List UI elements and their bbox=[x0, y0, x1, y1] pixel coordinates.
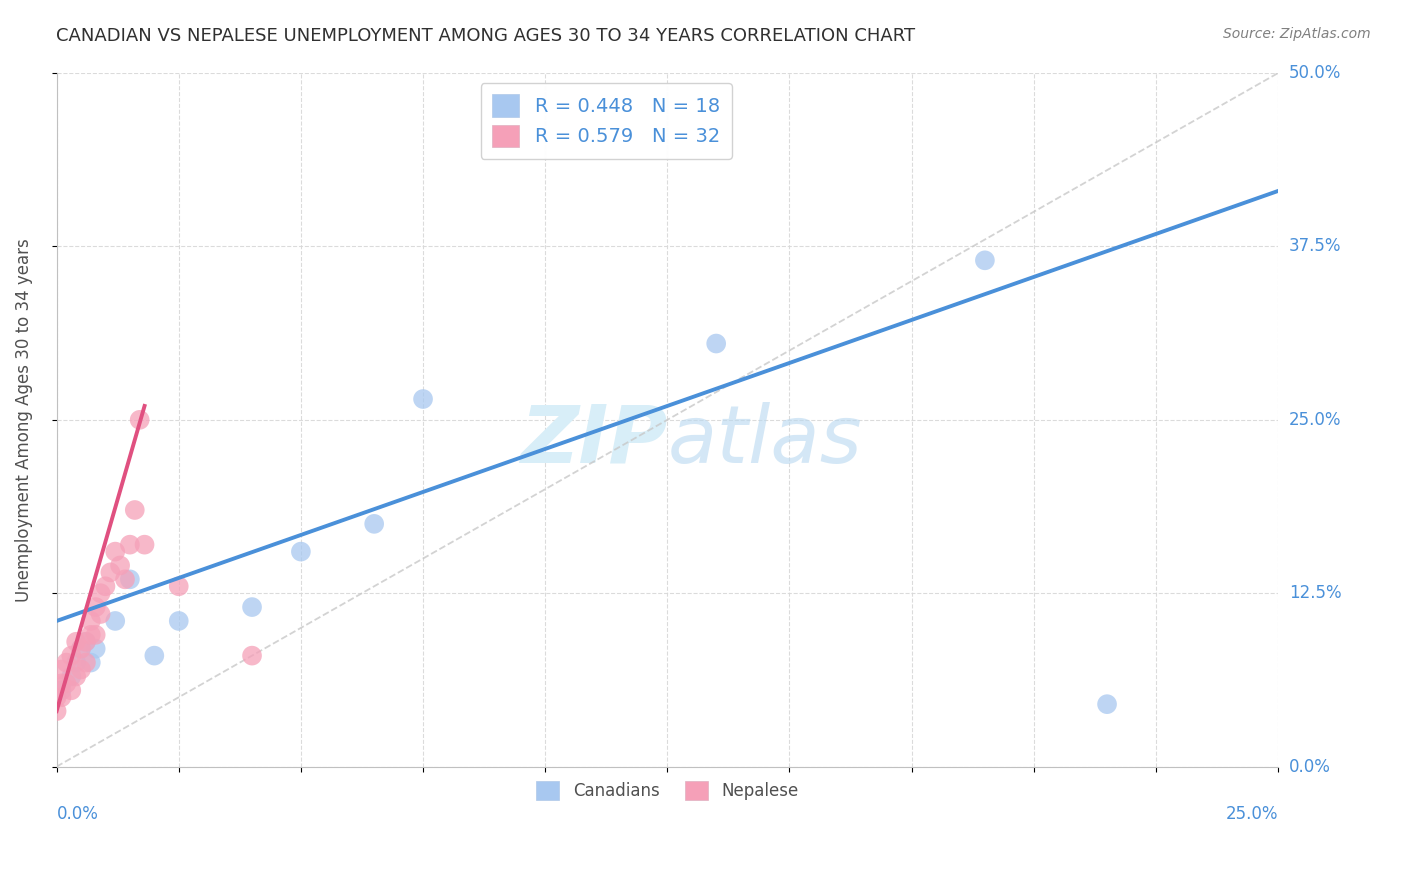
Text: 12.5%: 12.5% bbox=[1289, 584, 1341, 602]
Point bbox=[108, 558, 131, 573]
Point bbox=[240, 600, 263, 615]
Text: CANADIAN VS NEPALESE UNEMPLOYMENT AMONG AGES 30 TO 34 YEARS CORRELATION CHART: CANADIAN VS NEPALESE UNEMPLOYMENT AMONG … bbox=[56, 27, 915, 45]
Point bbox=[90, 607, 112, 621]
Text: 50.0%: 50.0% bbox=[1289, 64, 1341, 82]
Text: 0.0%: 0.0% bbox=[56, 805, 98, 823]
Point bbox=[84, 600, 107, 615]
Text: 25.0%: 25.0% bbox=[1226, 805, 1278, 823]
Point bbox=[51, 663, 73, 677]
Point bbox=[98, 566, 121, 580]
Point bbox=[134, 538, 156, 552]
Point bbox=[94, 579, 117, 593]
Point bbox=[60, 683, 83, 698]
Point bbox=[60, 669, 83, 683]
Point bbox=[80, 614, 103, 628]
Point bbox=[114, 572, 136, 586]
Point bbox=[45, 690, 67, 705]
Point bbox=[65, 634, 87, 648]
Point bbox=[70, 641, 93, 656]
Point bbox=[84, 641, 107, 656]
Point bbox=[75, 634, 97, 648]
Point bbox=[84, 628, 107, 642]
Point bbox=[70, 663, 93, 677]
Point bbox=[124, 503, 146, 517]
Text: Source: ZipAtlas.com: Source: ZipAtlas.com bbox=[1223, 27, 1371, 41]
Point bbox=[704, 336, 727, 351]
Point bbox=[55, 676, 77, 690]
Point bbox=[80, 628, 103, 642]
Point bbox=[55, 656, 77, 670]
Point bbox=[1095, 697, 1118, 711]
Point bbox=[118, 572, 141, 586]
Point bbox=[118, 538, 141, 552]
Point bbox=[45, 704, 67, 718]
Text: ZIP: ZIP bbox=[520, 401, 668, 480]
Point bbox=[51, 676, 73, 690]
Text: 37.5%: 37.5% bbox=[1289, 237, 1341, 255]
Point bbox=[143, 648, 166, 663]
Point bbox=[128, 413, 150, 427]
Text: atlas: atlas bbox=[668, 401, 862, 480]
Point bbox=[104, 614, 127, 628]
Point bbox=[75, 656, 97, 670]
Point bbox=[70, 641, 93, 656]
Point bbox=[75, 634, 97, 648]
Legend: Canadians, Nepalese: Canadians, Nepalese bbox=[526, 771, 808, 810]
Point bbox=[167, 579, 190, 593]
Text: 25.0%: 25.0% bbox=[1289, 411, 1341, 429]
Point bbox=[974, 253, 997, 268]
Point bbox=[60, 648, 83, 663]
Point bbox=[412, 392, 434, 406]
Point bbox=[290, 544, 312, 558]
Point bbox=[363, 516, 385, 531]
Point bbox=[51, 683, 73, 698]
Point bbox=[51, 690, 73, 705]
Y-axis label: Unemployment Among Ages 30 to 34 years: Unemployment Among Ages 30 to 34 years bbox=[15, 238, 32, 602]
Point bbox=[65, 656, 87, 670]
Point bbox=[65, 669, 87, 683]
Point bbox=[240, 648, 263, 663]
Point bbox=[167, 614, 190, 628]
Text: 0.0%: 0.0% bbox=[1289, 757, 1331, 775]
Point bbox=[104, 544, 127, 558]
Point bbox=[90, 586, 112, 600]
Point bbox=[80, 656, 103, 670]
